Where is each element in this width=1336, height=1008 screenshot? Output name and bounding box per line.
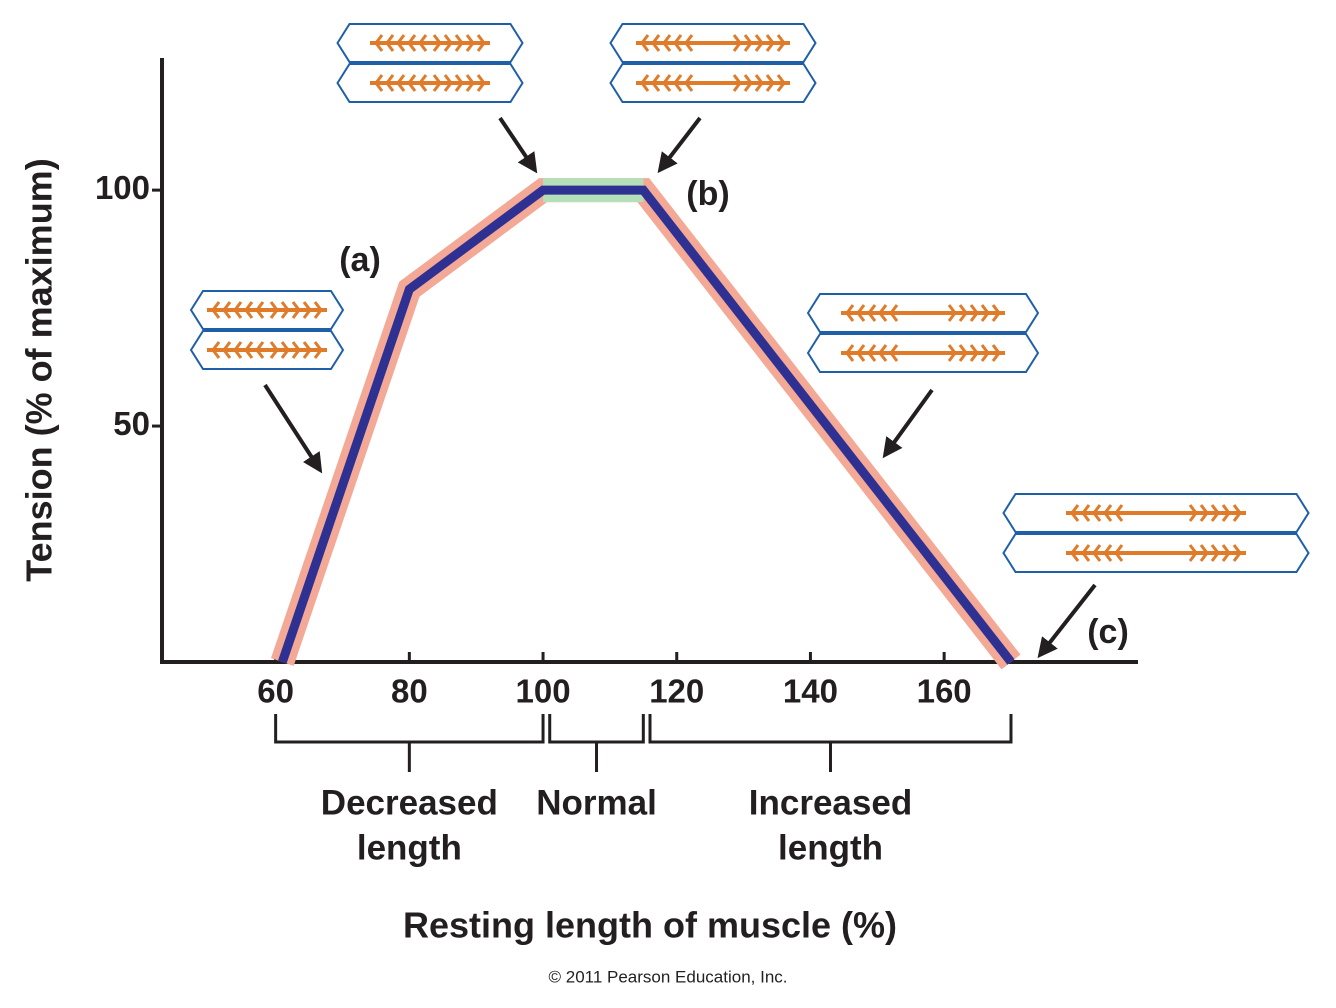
myosin-heads: [640, 74, 786, 92]
sarcomere-outline: [806, 293, 1040, 333]
arrow: [498, 116, 538, 174]
myosin-heads: [845, 304, 1001, 322]
sarcomere-icon: [806, 293, 1040, 373]
myosin-heads: [1070, 544, 1242, 562]
myosin-heads: [1070, 504, 1242, 522]
sarcomere-outline: [1002, 533, 1310, 573]
annotation: (b): [686, 175, 729, 213]
curve: [278, 185, 1015, 665]
sarcomere-outline: [336, 23, 524, 63]
x-tick-label: 80: [391, 673, 428, 710]
sarcomere-outline: [189, 330, 345, 370]
bracket: [274, 714, 545, 772]
x-tick-label: 140: [783, 673, 838, 710]
arrow: [1037, 583, 1097, 659]
sarcomere-outline: [806, 333, 1040, 373]
myosin-heads: [211, 301, 323, 319]
arrow: [263, 383, 323, 474]
region-label: length: [357, 828, 462, 867]
sarcomere-icon: [336, 23, 524, 103]
bracket: [548, 714, 645, 772]
myosin-heads: [845, 344, 1001, 362]
myosin-heads: [374, 34, 486, 52]
bracket: [648, 714, 1013, 772]
sarcomere-icon: [189, 290, 345, 370]
curve-halo: [270, 178, 1021, 670]
region-label: length: [778, 828, 883, 867]
arrow: [657, 116, 702, 174]
arrow: [882, 388, 934, 459]
sarcomere-outline: [336, 63, 524, 103]
sarcomere-outline: [609, 23, 817, 63]
myosin-heads: [211, 341, 323, 359]
sarcomere-icon: [609, 23, 817, 103]
sarcomere-outline: [189, 290, 345, 330]
region-label: Increased: [749, 783, 912, 822]
myosin-heads: [640, 34, 786, 52]
sarcomere-outline: [1002, 493, 1310, 533]
region-label: Decreased: [321, 783, 498, 822]
x-tick-label: 100: [516, 673, 571, 710]
y-axis-label: Tension (% of maximum): [19, 158, 60, 581]
x-axis-label: Resting length of muscle (%): [403, 905, 897, 946]
region-label: Normal: [536, 783, 657, 822]
credit: © 2011 Pearson Education, Inc.: [548, 967, 787, 986]
annotation: (c): [1087, 613, 1129, 651]
y-tick-label: 100: [95, 169, 150, 206]
annotation: (a): [339, 241, 381, 279]
y-tick-label: 50: [113, 405, 150, 442]
myosin-heads: [374, 74, 486, 92]
x-tick-label: 160: [917, 673, 972, 710]
x-tick-label: 120: [649, 673, 704, 710]
sarcomere-outline: [609, 63, 817, 103]
sarcomere-icon: [1002, 493, 1310, 573]
x-tick-label: 60: [257, 673, 294, 710]
